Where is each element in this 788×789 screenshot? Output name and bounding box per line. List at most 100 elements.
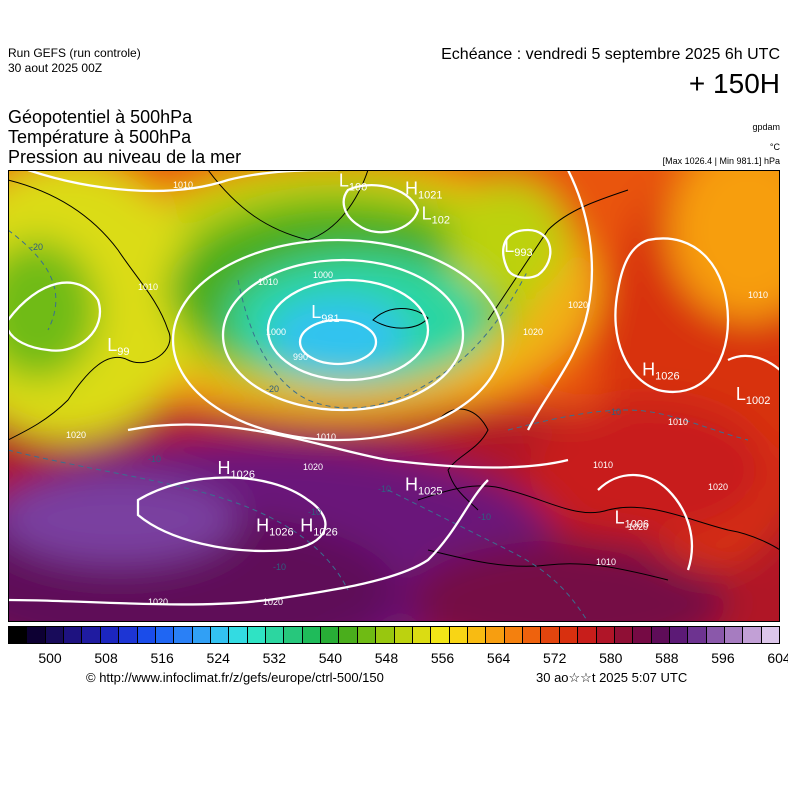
colorbar-tick-label: 500 (38, 650, 62, 666)
isotherm-label: -10 (273, 562, 286, 572)
colorbar-swatch (559, 627, 579, 643)
colorbar-swatch (761, 627, 780, 643)
isobar-label: 1020 (568, 300, 588, 310)
layer-title-temperature: Température à 500hPa (8, 127, 192, 147)
colorbar-swatch (27, 627, 46, 643)
colorbar-swatch (137, 627, 156, 643)
layer-title-geopotential: Géopotentiel à 500hPa (8, 107, 193, 127)
colorbar-tick-label: 524 (206, 650, 230, 666)
isotherm-label: -10 (308, 507, 321, 517)
colorbar-swatch (394, 627, 413, 643)
colorbar-swatch (119, 627, 138, 643)
colorbar-swatch (541, 627, 560, 643)
isobar-label: 1000 (313, 270, 333, 280)
isobar-label: 1020 (523, 327, 543, 337)
colorbar-swatch (192, 627, 211, 643)
pressure-max-min: [Max 1026.4 | Min 981.1] hPa (662, 156, 780, 166)
colorbar-swatch (578, 627, 597, 643)
isobar-label: 990 (293, 352, 308, 362)
lead-time: + 150H (688, 68, 780, 99)
colorbar-swatch (596, 627, 615, 643)
isotherm-label: -20 (266, 384, 279, 394)
creation-time: 30 ao☆☆t 2025 5:07 UTC (536, 670, 688, 685)
forecast-valid-time: Echéance : vendredi 5 septembre 2025 6h … (441, 46, 780, 63)
colorbar-tick-label: 516 (150, 650, 174, 666)
isobar-label: 1010 (668, 417, 688, 427)
colorbar-tick-label: 556 (430, 650, 455, 666)
temperature-isotherms (8, 229, 749, 622)
colorbar-tick-label: 588 (655, 650, 679, 666)
isobar-label: 1020 (66, 430, 86, 440)
colorbar-swatch (9, 627, 28, 643)
colorbar-tick-label: 540 (318, 650, 343, 666)
colorbar-tick-label: 604 (767, 650, 788, 666)
colorbar-swatch (247, 627, 267, 643)
geopotential-field (8, 170, 780, 622)
layer-title-pressure: Pression au niveau de la mer (8, 147, 242, 167)
colorbar-swatch (651, 627, 670, 643)
colorbar-swatch (266, 627, 285, 643)
isotherm-label: -10 (148, 454, 161, 464)
colorbar-swatch (614, 627, 634, 643)
isotherm-label: -20 (30, 242, 43, 252)
colorbar-swatch (725, 627, 744, 643)
isobar-label: 1010 (173, 180, 193, 190)
isotherm-label: -10 (608, 407, 621, 417)
colorbar-swatch (504, 627, 524, 643)
colorbar-swatch (64, 627, 83, 643)
isobar-label: 1010 (316, 432, 336, 442)
colorbar-swatch (376, 627, 395, 643)
isobar-label: 1010 (596, 557, 616, 567)
isobar-label: 1010 (748, 290, 768, 300)
colorbar-swatch (229, 627, 248, 643)
colorbar-swatch (210, 627, 230, 643)
colorbar-swatch (706, 627, 726, 643)
colorbar-swatch (431, 627, 450, 643)
isobars (8, 170, 780, 606)
colorbar (8, 626, 780, 644)
colorbar-tick-label: 580 (599, 650, 623, 666)
unit-temperature: °C (769, 142, 780, 152)
colorbar-tick-label: 508 (94, 650, 118, 666)
colorbar-swatch (523, 627, 542, 643)
colorbar-swatch (357, 627, 377, 643)
colorbar-tick-label: 564 (486, 650, 511, 666)
isotherm-label: -10 (478, 512, 491, 522)
credit-url[interactable]: © http://www.infoclimat.fr/z/gefs/europe… (86, 670, 384, 685)
isobar-label: 1020 (263, 597, 283, 607)
colorbar-swatch (633, 627, 652, 643)
colorbar-swatch (284, 627, 303, 643)
colorbar-swatch (174, 627, 193, 643)
isobar-label: 1020 (628, 522, 648, 532)
colorbar-swatch (45, 627, 65, 643)
run-label: Run GEFS (run controle) (8, 46, 141, 60)
colorbar-swatch (339, 627, 358, 643)
colorbar-swatch (467, 627, 487, 643)
isobar-label: 1010 (258, 277, 278, 287)
run-date: 30 aout 2025 00Z (8, 61, 103, 75)
colorbar-swatch (321, 627, 340, 643)
isobar-label: 1020 (148, 597, 168, 607)
isobar-label: 1010 (593, 460, 613, 470)
colorbar-swatch (155, 627, 175, 643)
coastlines (8, 170, 780, 581)
colorbar-swatch (743, 627, 762, 643)
colorbar-tick-label: 548 (374, 650, 399, 666)
weather-map: L981L993L99L100L102L1002L1006H1021H1026H… (8, 170, 780, 622)
isobar-label: 1010 (138, 282, 158, 292)
isobar-label: 1020 (708, 482, 728, 492)
colorbar-tick-label: 532 (262, 650, 286, 666)
colorbar-swatch (302, 627, 322, 643)
colorbar-ticks: 500 508 516 524 532 540 548 556 564 572 580 588 596 6… (8, 650, 788, 668)
isotherm-label: -10 (378, 484, 391, 494)
colorbar-swatch (669, 627, 689, 643)
unit-geopotential: gpdam (752, 122, 780, 132)
colorbar-tick-label: 572 (543, 650, 567, 666)
colorbar-swatch (486, 627, 505, 643)
colorbar-swatch (688, 627, 707, 643)
colorbar-swatch (82, 627, 101, 643)
colorbar-swatch (412, 627, 432, 643)
colorbar-swatch (100, 627, 120, 643)
colorbar-tick-label: 596 (711, 650, 735, 666)
isobar-label: 1000 (266, 327, 286, 337)
